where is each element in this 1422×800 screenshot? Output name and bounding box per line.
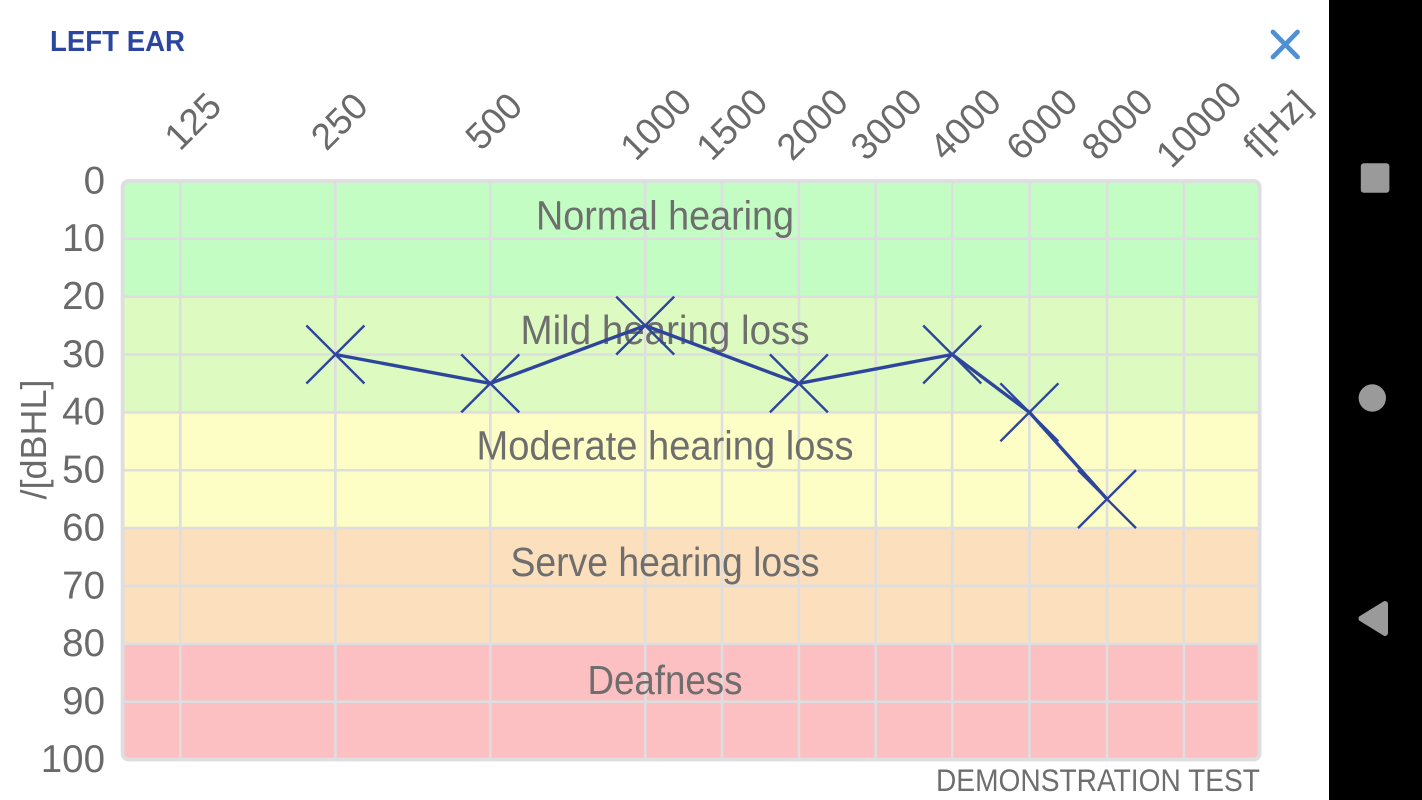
svg-text:3000: 3000	[843, 81, 930, 168]
svg-text:40: 40	[62, 391, 105, 434]
svg-text:8000: 8000	[1074, 81, 1161, 168]
svg-text:LEFT EAR: LEFT EAR	[50, 26, 185, 58]
svg-text:70: 70	[62, 564, 105, 607]
svg-text:80: 80	[62, 622, 105, 665]
svg-text:Deafness: Deafness	[588, 657, 743, 703]
svg-text:f[Hz]: f[Hz]	[1235, 83, 1318, 166]
svg-text:DEMONSTRATION TEST: DEMONSTRATION TEST	[936, 762, 1260, 798]
svg-text:500: 500	[458, 85, 531, 158]
svg-text:2000: 2000	[769, 81, 856, 168]
svg-text:90: 90	[62, 680, 105, 723]
svg-text:4000: 4000	[922, 81, 1009, 168]
svg-text:250: 250	[303, 85, 376, 158]
svg-text:1000: 1000	[612, 81, 699, 168]
svg-text:6000: 6000	[998, 81, 1085, 168]
svg-text:Moderate hearing loss: Moderate hearing loss	[477, 423, 854, 469]
svg-text:10: 10	[62, 217, 105, 260]
svg-text:/[dBHL]: /[dBHL]	[13, 379, 54, 499]
svg-text:20: 20	[62, 275, 105, 318]
svg-text:50: 50	[62, 449, 105, 492]
svg-text:30: 30	[62, 333, 105, 376]
svg-text:Normal hearing: Normal hearing	[536, 193, 794, 239]
svg-text:Serve hearing loss: Serve hearing loss	[511, 539, 820, 585]
svg-text:1500: 1500	[688, 81, 775, 168]
svg-text:100: 100	[41, 738, 105, 781]
svg-text:10000: 10000	[1148, 73, 1250, 175]
svg-text:125: 125	[157, 85, 230, 158]
svg-text:0: 0	[84, 159, 105, 202]
svg-text:60: 60	[62, 506, 105, 549]
